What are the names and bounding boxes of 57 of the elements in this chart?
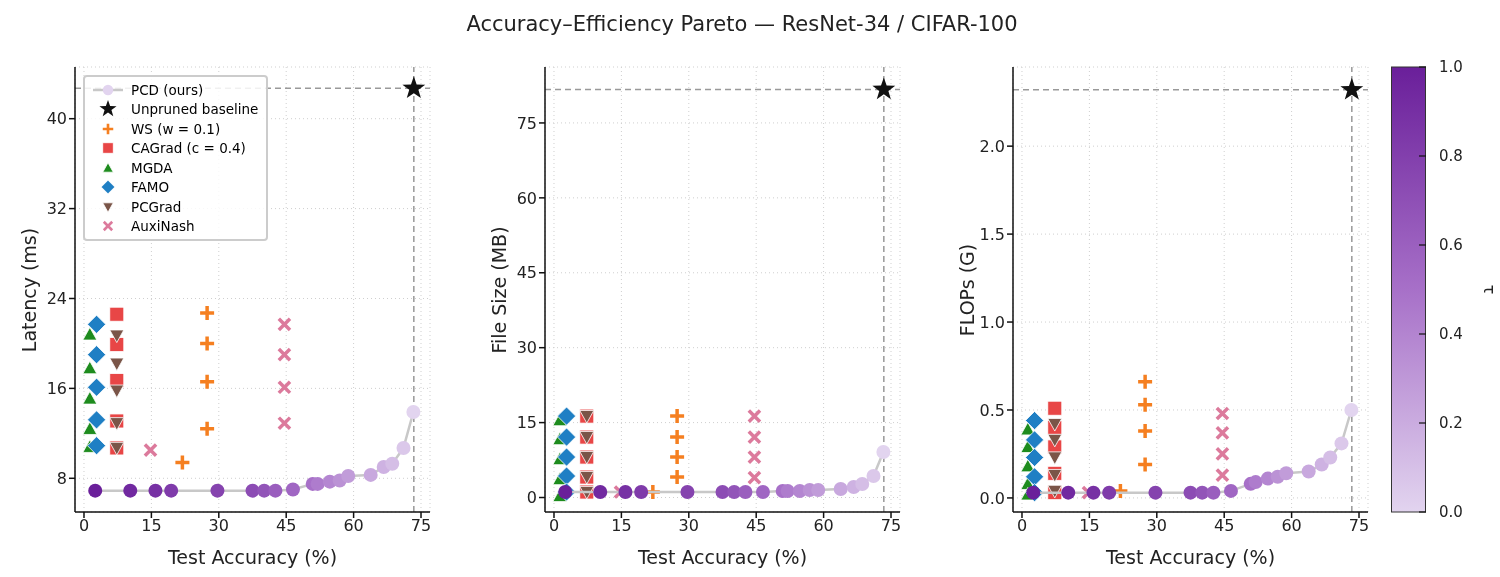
x-tick-label: 0 [78, 516, 90, 536]
y-axis-title: FLOPs (G) [955, 242, 979, 338]
y-tick-label: 40 [46, 109, 67, 129]
y-tick-label: 1.5 [979, 224, 1005, 244]
legend-label: FAMO [131, 179, 170, 196]
y-tick-label: 0 [526, 488, 537, 508]
x-tick-label: 60 [813, 516, 834, 536]
y-tick-label: 24 [46, 289, 67, 309]
y-tick-label: 16 [46, 379, 67, 399]
legend-label: Unpruned baseline [131, 101, 259, 118]
y-tick-label: 45 [516, 263, 537, 283]
y-tick-label: 75 [516, 113, 537, 133]
color-bar-title: τ [1479, 284, 1499, 295]
legend-label: PCGrad [131, 198, 182, 215]
y-axis-title: File Size (MB) [487, 224, 511, 356]
color-bar-label: 0.0 [1439, 503, 1463, 521]
y-tick-label: 8 [56, 468, 67, 488]
legend-label: PCD (ours) [131, 81, 204, 98]
color-bar-label: 0.4 [1439, 325, 1463, 343]
x-tick-label: 0 [548, 516, 560, 536]
x-tick-label: 45 [276, 516, 297, 536]
y-axis-title: Latency (ms) [17, 226, 41, 354]
x-tick-label: 0 [1016, 516, 1028, 536]
legend-label: CAGrad (c = 0.4) [131, 140, 246, 157]
legend-label: MGDA [131, 159, 173, 176]
y-tick-label: 30 [516, 338, 537, 358]
x-tick-label: 45 [1214, 516, 1235, 536]
color-bar-label: 0.8 [1439, 147, 1463, 165]
color-bar-label: 0.2 [1439, 414, 1463, 432]
x-axis-title: Test Accuracy (%) [1104, 546, 1276, 568]
y-tick-label: 0.5 [979, 400, 1005, 420]
legend-label: AuxiNash [131, 218, 195, 235]
x-tick-label: 75 [410, 516, 432, 536]
legend-label: WS (w = 0.1) [131, 120, 221, 137]
x-tick-label: 60 [1281, 516, 1302, 536]
x-tick-label: 45 [746, 516, 767, 536]
y-tick-label: 1.0 [979, 312, 1005, 332]
y-tick-label: 32 [46, 199, 67, 219]
y-tick-label: 15 [516, 413, 537, 433]
x-tick-label: 30 [1146, 516, 1167, 536]
y-tick-label: 2.0 [979, 136, 1005, 156]
x-tick-label: 15 [611, 516, 632, 536]
x-tick-label: 15 [141, 516, 162, 536]
colorbar: 0.0 0.2 0.4 0.6 0.8 1.0 τ [1391, 57, 1500, 522]
x-tick-label: 75 [880, 516, 902, 536]
x-tick-label: 15 [1079, 516, 1100, 536]
y-tick-label: 60 [516, 188, 537, 208]
x-axis-title: Test Accuracy (%) [636, 546, 808, 568]
chart-title: Accuracy–Efficiency Pareto — ResNet-34 / CIFAR-100 [465, 12, 1019, 36]
x-tick-label: 30 [208, 516, 229, 536]
y-tick-label: 0.0 [979, 488, 1005, 508]
x-tick-label: 60 [343, 516, 364, 536]
color-bar-label: 1.0 [1439, 58, 1463, 76]
x-axis-title: Test Accuracy (%) [166, 546, 338, 568]
x-tick-label: 30 [678, 516, 699, 536]
color-bar-label: 0.6 [1439, 236, 1463, 254]
x-tick-label: 75 [1348, 516, 1370, 536]
